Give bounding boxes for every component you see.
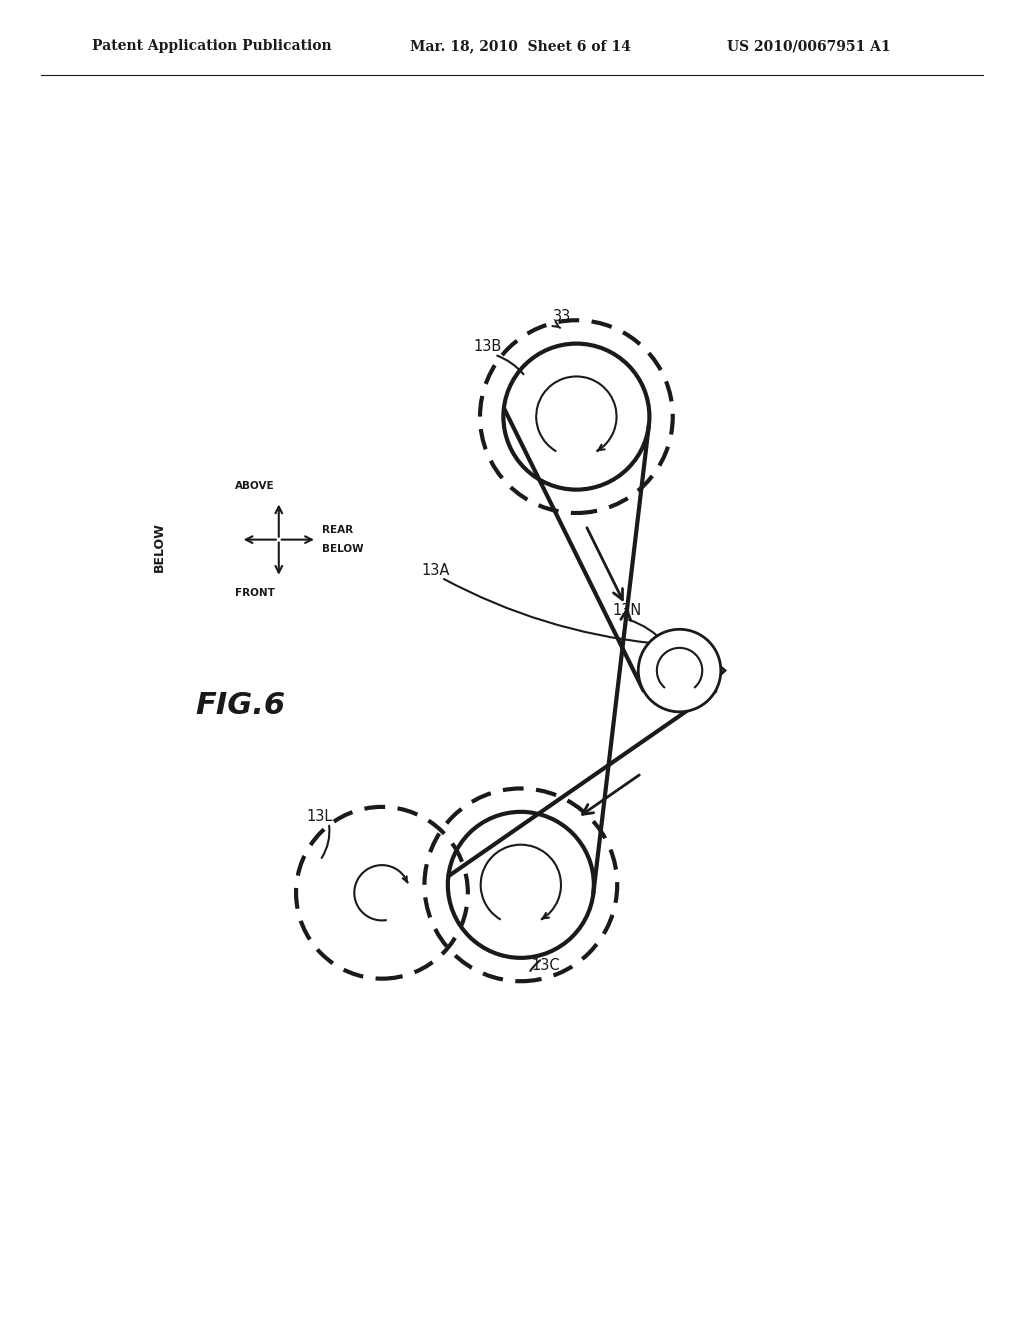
Text: FRONT: FRONT bbox=[234, 587, 274, 598]
Circle shape bbox=[638, 630, 721, 711]
Text: REAR: REAR bbox=[322, 525, 352, 535]
Text: 13C: 13C bbox=[531, 958, 560, 973]
Circle shape bbox=[504, 343, 649, 490]
Text: 13A: 13A bbox=[422, 564, 450, 578]
Text: US 2010/0067951 A1: US 2010/0067951 A1 bbox=[727, 40, 891, 53]
Text: 13L: 13L bbox=[306, 809, 333, 825]
Text: Mar. 18, 2010  Sheet 6 of 14: Mar. 18, 2010 Sheet 6 of 14 bbox=[410, 40, 631, 53]
Text: 33: 33 bbox=[553, 309, 570, 325]
Text: Patent Application Publication: Patent Application Publication bbox=[92, 40, 332, 53]
Text: 13B: 13B bbox=[473, 339, 502, 354]
Text: 13N: 13N bbox=[612, 603, 641, 618]
Text: FIG.6: FIG.6 bbox=[196, 692, 286, 721]
Text: ABOVE: ABOVE bbox=[236, 482, 274, 491]
Circle shape bbox=[447, 812, 594, 958]
Text: BELOW: BELOW bbox=[322, 544, 364, 554]
Text: BELOW: BELOW bbox=[154, 523, 166, 573]
Polygon shape bbox=[644, 640, 725, 701]
